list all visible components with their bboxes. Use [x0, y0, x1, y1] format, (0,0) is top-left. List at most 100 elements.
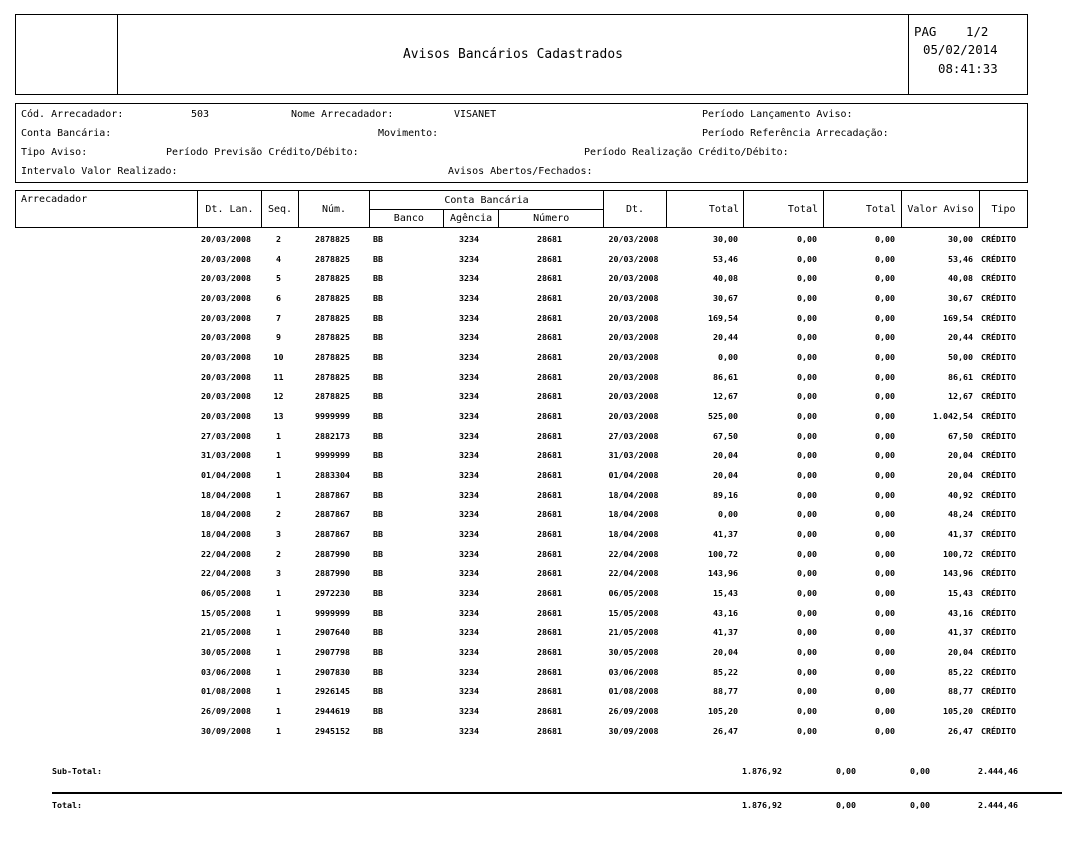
table-row: 30/05/2008 1 2907798 BB 3234 28681 30/05/2008 2… [15, 642, 1028, 662]
cell-total-3: 0,00 [875, 430, 895, 441]
cell-banco: BB [373, 587, 383, 598]
col-header-numero: Número [498, 210, 603, 227]
cell-dt: 20/03/2008 [608, 253, 659, 264]
cell-dt-lan: 03/06/2008 [201, 666, 251, 677]
cell-total-2: 0,00 [797, 233, 817, 244]
cell-total-2: 0,00 [797, 725, 817, 736]
table-row: 01/04/2008 1 2883304 BB 3234 28681 01/04/2008 2… [15, 465, 1028, 485]
periodo-previsao-label: Período Previsão Crédito/Débito: [166, 147, 359, 158]
cell-total-2: 0,00 [797, 430, 817, 441]
cell-agencia: 3234 [459, 489, 479, 500]
cell-tipo: CRÉDITO [981, 430, 1016, 441]
cell-dt: 20/03/2008 [608, 233, 659, 244]
cell-numero: 28681 [537, 391, 562, 402]
table-row: 20/03/2008 10 2878825 BB 3234 28681 20/03/2008… [15, 347, 1028, 367]
cell-tipo: CRÉDITO [981, 351, 1016, 362]
cell-numero: 28681 [537, 351, 562, 362]
cell-banco: BB [373, 351, 383, 362]
cell-seq: 4 [276, 253, 281, 264]
cell-dt: 20/03/2008 [608, 371, 659, 382]
cell-agencia: 3234 [459, 666, 479, 677]
cell-tipo: CRÉDITO [981, 469, 1016, 480]
cell-total-2: 0,00 [797, 489, 817, 500]
cell-valor-aviso: 143,96 [943, 568, 973, 579]
cell-tipo: CRÉDITO [981, 548, 1016, 559]
cell-dt: 06/05/2008 [608, 587, 659, 598]
cell-seq: 1 [276, 666, 281, 677]
avisos-abertos-label: Avisos Abertos/Fechados: [448, 166, 593, 177]
cell-total-1: 15,43 [713, 587, 738, 598]
cell-total-2: 0,00 [797, 666, 817, 677]
cell-dt: 15/05/2008 [608, 607, 659, 618]
cell-seq: 1 [276, 450, 281, 461]
cell-seq: 1 [276, 646, 281, 657]
total-value-1: 1.876,92 [742, 800, 782, 810]
cell-total-3: 0,00 [875, 646, 895, 657]
cell-tipo: CRÉDITO [981, 705, 1016, 716]
col-header-dt: Dt. [603, 191, 666, 227]
cell-dt-lan: 20/03/2008 [201, 410, 251, 421]
cell-total-2: 0,00 [797, 686, 817, 697]
filter-box: Cód. Arrecadador: 503 Nome Arrecadador: … [15, 103, 1028, 183]
cell-total-1: 89,16 [713, 489, 738, 500]
cell-agencia: 3234 [459, 509, 479, 520]
cell-total-2: 0,00 [797, 705, 817, 716]
cell-total-3: 0,00 [875, 666, 895, 677]
table-row: 18/04/2008 3 2887867 BB 3234 28681 18/04/2008 4… [15, 524, 1028, 544]
cell-numero: 28681 [537, 509, 562, 520]
table-row: 20/03/2008 5 2878825 BB 3234 28681 20/03/2008 4… [15, 268, 1028, 288]
cell-dt: 20/03/2008 [608, 391, 659, 402]
cell-total-3: 0,00 [875, 273, 895, 284]
cell-numero: 28681 [537, 450, 562, 461]
total-value-3: 0,00 [910, 800, 930, 810]
cell-num: 2887867 [315, 509, 350, 520]
table-row: 06/05/2008 1 2972230 BB 3234 28681 06/05/2008 1… [15, 583, 1028, 603]
cell-total-3: 0,00 [875, 450, 895, 461]
cell-banco: BB [373, 312, 383, 323]
cell-total-3: 0,00 [875, 469, 895, 480]
cell-seq: 3 [276, 528, 281, 539]
cell-total-1: 143,96 [708, 568, 738, 579]
cell-seq: 3 [276, 568, 281, 579]
cell-total-1: 100,72 [708, 548, 738, 559]
table-body: 20/03/2008 2 2878825 BB 3234 28681 20/03/2008 3… [15, 229, 1028, 740]
cell-dt: 20/03/2008 [608, 332, 659, 343]
cell-total-3: 0,00 [875, 705, 895, 716]
cell-num: 2878825 [315, 273, 350, 284]
cell-dt-lan: 15/05/2008 [201, 607, 251, 618]
intervalo-valor-label: Intervalo Valor Realizado: [21, 166, 178, 177]
cod-arrecadador-label: Cód. Arrecadador: [21, 109, 124, 120]
nome-arrecadador-label: Nome Arrecadador: [291, 109, 394, 120]
table-row: 26/09/2008 1 2944619 BB 3234 28681 26/09/2008 1… [15, 701, 1028, 721]
cell-agencia: 3234 [459, 410, 479, 421]
cell-total-3: 0,00 [875, 371, 895, 382]
cell-dt-lan: 20/03/2008 [201, 391, 251, 402]
subtotal-label: Sub-Total: [52, 766, 102, 776]
total-value-2: 0,00 [836, 800, 856, 810]
page-title: Avisos Bancários Cadastrados [402, 47, 624, 62]
cell-valor-aviso: 86,61 [948, 371, 973, 382]
cell-num: 2907640 [315, 627, 350, 638]
cell-dt-lan: 20/03/2008 [201, 273, 251, 284]
logo-box [15, 14, 118, 95]
cell-dt: 18/04/2008 [608, 489, 659, 500]
cell-valor-aviso: 50,00 [948, 351, 973, 362]
cell-valor-aviso: 30,67 [948, 292, 973, 303]
cell-total-3: 0,00 [875, 548, 895, 559]
cell-total-1: 43,16 [713, 607, 738, 618]
cell-total-2: 0,00 [797, 391, 817, 402]
cell-seq: 1 [276, 430, 281, 441]
cell-agencia: 3234 [459, 391, 479, 402]
cell-numero: 28681 [537, 725, 562, 736]
cell-num: 2907798 [315, 646, 350, 657]
col-header-total-1: Total [666, 191, 743, 227]
cell-num: 2882173 [315, 430, 350, 441]
cell-agencia: 3234 [459, 528, 479, 539]
cell-dt-lan: 01/04/2008 [201, 469, 251, 480]
cell-total-1: 0,00 [718, 509, 738, 520]
cell-total-3: 0,00 [875, 410, 895, 421]
cell-tipo: CRÉDITO [981, 725, 1016, 736]
table-header: Arrecadador Dt. Lan. Seq. Núm. Conta Ban… [15, 190, 1028, 228]
table-row: 20/03/2008 9 2878825 BB 3234 28681 20/03/2008 2… [15, 327, 1028, 347]
